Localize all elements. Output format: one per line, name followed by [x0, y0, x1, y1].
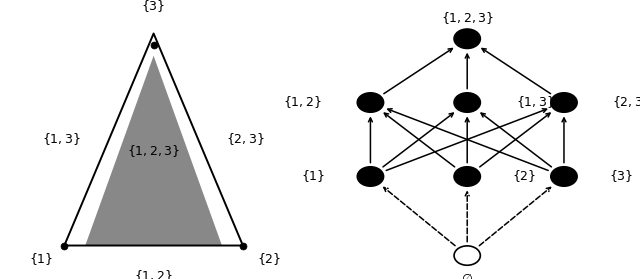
Text: $\{1,3\}$: $\{1,3\}$	[516, 95, 554, 110]
Circle shape	[551, 93, 577, 112]
Circle shape	[454, 167, 481, 186]
Text: $\{3\}$: $\{3\}$	[141, 0, 166, 14]
Circle shape	[551, 167, 577, 186]
Circle shape	[357, 167, 383, 186]
Text: $\{1,2\}$: $\{1,2\}$	[134, 268, 173, 279]
Circle shape	[454, 93, 481, 112]
Text: $\{2\}$: $\{2\}$	[512, 169, 536, 184]
Circle shape	[454, 29, 481, 49]
Text: $\varnothing$: $\varnothing$	[461, 271, 473, 279]
Polygon shape	[85, 56, 222, 246]
Text: $\{2\}$: $\{2\}$	[257, 251, 281, 268]
Text: $\{1\}$: $\{1\}$	[29, 251, 53, 268]
Text: $\{2,3\}$: $\{2,3\}$	[226, 131, 265, 148]
Text: $\{1,2\}$: $\{1,2\}$	[284, 95, 322, 110]
Text: $\{1,3\}$: $\{1,3\}$	[42, 131, 81, 148]
Text: $\{3\}$: $\{3\}$	[609, 169, 633, 184]
Text: $\{1\}$: $\{1\}$	[301, 169, 326, 184]
Circle shape	[454, 246, 481, 265]
Text: $\{1,2,3\}$: $\{1,2,3\}$	[441, 10, 493, 26]
Circle shape	[357, 93, 383, 112]
Text: $\{2,3\}$: $\{2,3\}$	[612, 95, 640, 110]
Text: $\{1,2,3\}$: $\{1,2,3\}$	[127, 143, 180, 159]
